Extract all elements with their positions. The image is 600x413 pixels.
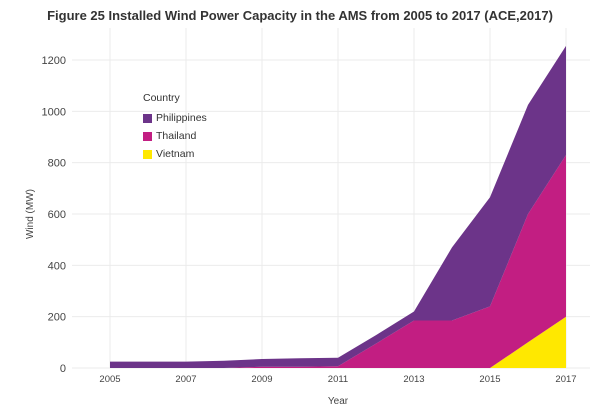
legend-item-philippines[interactable]: Philippines (143, 109, 207, 127)
y-tick-label: 1000 (42, 106, 66, 118)
x-tick-label: 2011 (328, 374, 348, 385)
y-tick-label: 200 (48, 312, 66, 324)
legend-title: Country (143, 92, 180, 104)
legend-label-philippines: Philippines (156, 112, 207, 124)
area-vietnam (110, 316, 566, 368)
legend: Country Philippines Thailand Vietnam (143, 92, 207, 163)
y-tick-label: 600 (48, 209, 66, 221)
y-tick-label: 800 (48, 158, 66, 170)
x-tick-label: 2007 (175, 374, 196, 385)
y-tick-label: 400 (48, 260, 66, 272)
x-axis-label: Year (328, 396, 349, 407)
legend-swatch-vietnam (143, 149, 152, 159)
legend-item-vietnam[interactable]: Vietnam (143, 145, 207, 163)
legend-item-thailand[interactable]: Thailand (143, 127, 207, 145)
legend-swatch-thailand (143, 131, 152, 141)
legend-label-vietnam: Vietnam (156, 148, 195, 160)
chart-title: Figure 25 Installed Wind Power Capacity … (47, 8, 553, 23)
legend-label-thailand: Thailand (156, 130, 197, 142)
x-tick-label: 2015 (479, 374, 500, 385)
legend-swatch-philippines (143, 113, 152, 123)
x-tick-label: 2009 (251, 374, 272, 385)
y-tick-label: 0 (60, 363, 66, 375)
x-tick-label: 2005 (99, 374, 120, 385)
y-axis-label: Wind (MW) (25, 189, 36, 239)
area-thailand (110, 155, 566, 368)
area-philippines (110, 45, 566, 369)
y-tick-label: 1200 (42, 55, 66, 67)
x-tick-label: 2013 (403, 374, 424, 385)
x-tick-label: 2017 (555, 374, 576, 385)
